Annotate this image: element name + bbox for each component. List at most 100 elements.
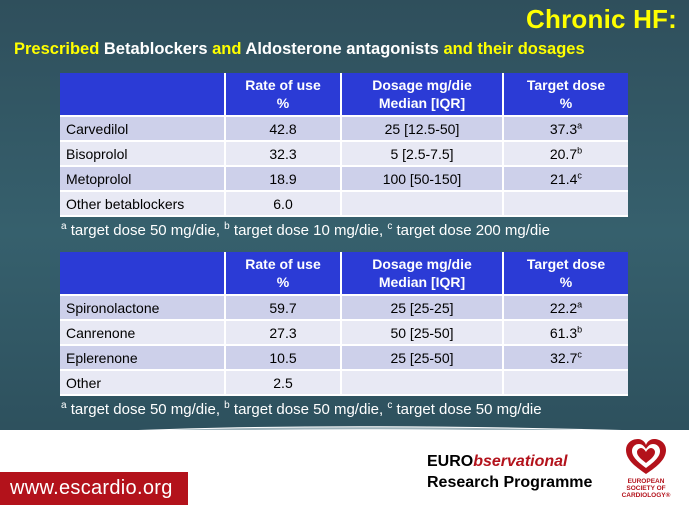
footnote-marker: c [577,348,582,359]
subtitle-part: and [207,40,246,58]
dosage-value: 50 [25-50] [341,320,504,346]
header-line: Rate of use [245,256,321,272]
table-row: Other betablockers 6.0 [60,191,628,217]
escardio-link[interactable]: www.escardio.org [0,472,188,505]
drug-name: Eplerenone [60,345,226,371]
target-value: 61.3b [503,320,628,346]
rate-value: 18.9 [225,166,342,192]
target-number: 32.7 [550,349,578,366]
subtitle-part: and their dosages [438,40,585,58]
target-value [503,191,628,217]
header-line: % [559,95,573,111]
drug-name: Other [60,370,226,396]
rate-value: 59.7 [225,295,342,321]
esc-logo-text: EUROPEAN SOCIETY OF CARDIOLOGY® [612,478,680,499]
target-value: 32.7c [503,345,628,371]
footnote-marker: c [387,400,393,411]
betablockers-footnote: a target dose 50 mg/die, b target dose 1… [61,221,550,240]
page-subtitle: Prescribed Betablockers and Aldosterone … [14,40,676,59]
program-bservational: bservational [473,453,568,470]
table-row: Other 2.5 [60,370,628,396]
target-value: 37.3a [503,116,628,142]
target-number: 61.3 [549,324,578,341]
table-header-row: Rate of use% Dosage mg/die Median [IQR] T… [60,252,628,296]
header-cell: Dosage mg/die Median [IQR] [341,73,504,117]
header-line: Median [IQR] [378,274,466,290]
rate-value: 2.5 [225,370,342,396]
drug-name: Carvedilol [60,116,226,142]
header-line: Median [IQR] [378,95,466,111]
footnote-marker: b [577,144,583,155]
drug-name: Other betablockers [60,191,226,217]
heart-logo-icon [626,439,666,474]
target-value: 21.4c [503,166,628,192]
drug-name: Canrenone [60,320,226,346]
header-line: Rate of use [245,77,321,93]
header-cell: Target dose% [503,252,628,296]
dosage-value: 100 [50-150] [341,166,504,192]
rate-value: 10.5 [225,345,342,371]
drug-name: Bisoprolol [60,141,226,167]
footnote-text: target dose 50 mg/die [392,401,542,418]
footnote-marker: b [224,221,230,232]
rate-value: 27.3 [225,320,342,346]
footnote-text: target dose 10 mg/die, [229,222,388,239]
header-line: Target dose [526,77,606,93]
program-subtitle: Research Programme [427,474,593,491]
dosage-value: 5 [2.5-7.5] [341,141,504,167]
program-name: EURObservational [427,453,568,471]
table-row: Spironolactone 59.7 25 [25-25] 22.2a [60,295,628,321]
header-cell: Target dose% [503,73,628,117]
logo-line: SOCIETY OF [626,485,666,492]
target-value: 22.2a [503,295,628,321]
table-row: Carvedilol 42.8 25 [12.5-50] 37.3a [60,116,628,142]
table-row: Canrenone 27.3 50 [25-50] 61.3b [60,320,628,346]
logo-line: CARDIOLOGY® [621,492,671,499]
betablockers-table: Rate of use% Dosage mg/die Median [IQR] T… [60,73,628,217]
subtitle-part: Aldosterone antagonists [245,40,439,58]
header-cell [60,73,226,117]
footnote-text: target dose 200 mg/die [392,222,550,239]
subtitle-part: Betablockers [103,40,208,58]
page-title: Chronic HF: [526,4,677,34]
table-row: Metoprolol 18.9 100 [50-150] 21.4c [60,166,628,192]
footnote-text: target dose 50 mg/die, [66,401,225,418]
footnote-marker: a [61,400,67,411]
dosage-value: 25 [25-50] [341,345,504,371]
target-value [503,370,628,396]
dosage-value [341,370,504,396]
footnote-marker: c [577,169,582,180]
footnote-marker: a [577,298,583,309]
drug-name: Metoprolol [60,166,226,192]
footnote-marker: b [224,400,230,411]
target-number: 21.4 [550,170,578,187]
aldosterone-footnote: a target dose 50 mg/die, b target dose 5… [61,400,542,419]
footnote-marker: c [387,221,393,232]
target-number: 20.7 [549,145,578,162]
header-line: Dosage mg/die [372,77,472,93]
table-row: Eplerenone 10.5 25 [25-50] 32.7c [60,345,628,371]
rate-value: 42.8 [225,116,342,142]
table-row: Bisoprolol 32.3 5 [2.5-7.5] 20.7b [60,141,628,167]
footnote-marker: b [577,323,583,334]
dosage-value: 25 [12.5-50] [341,116,504,142]
footnote-marker: a [577,119,583,130]
header-cell: Rate of use% [225,73,342,117]
target-number: 37.3 [549,120,578,137]
header-line: Target dose [526,256,606,272]
header-cell: Dosage mg/die Median [IQR] [341,252,504,296]
header-line: % [276,274,290,290]
program-euro: EURO [427,453,474,470]
subtitle-part: Prescribed [14,40,104,58]
footnote-text: target dose 50 mg/die, [66,222,225,239]
dosage-value [341,191,504,217]
rate-value: 6.0 [225,191,342,217]
header-cell: Rate of use% [225,252,342,296]
logo-line: EUROPEAN [627,478,665,485]
drug-name: Spironolactone [60,295,226,321]
aldosterone-antagonists-table: Rate of use% Dosage mg/die Median [IQR] T… [60,252,628,396]
target-number: 22.2 [549,299,578,316]
header-line: % [559,274,573,290]
dosage-value: 25 [25-25] [341,295,504,321]
footnote-text: target dose 50 mg/die, [229,401,388,418]
